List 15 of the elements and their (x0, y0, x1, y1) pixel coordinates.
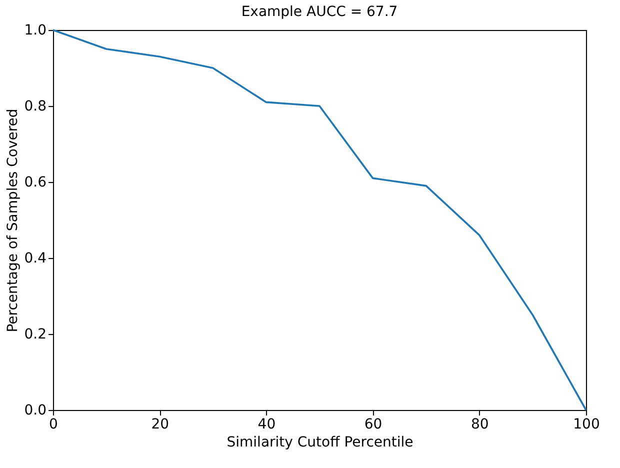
x-tick-label: 60 (364, 416, 382, 432)
x-tick-label: 20 (151, 416, 170, 432)
x-tick-label: 80 (470, 416, 489, 432)
x-axis-title: Similarity Cutoff Percentile (226, 434, 414, 450)
y-tick-label: 0.6 (24, 174, 47, 190)
y-tick-label: 0.4 (24, 250, 47, 266)
y-tick-label: 0.0 (24, 402, 46, 418)
y-tick-label: 0.8 (24, 98, 46, 114)
y-axis-title: Percentage of Samples Covered (5, 108, 22, 332)
chart-title: Example AUCC = 67.7 (241, 4, 398, 20)
x-tick-label: 40 (258, 416, 276, 432)
y-tick-label: 0.2 (24, 326, 46, 342)
y-tick-label: 1.0 (24, 22, 46, 38)
x-tick-label: 100 (573, 416, 600, 432)
x-tick-label: 0 (49, 416, 58, 432)
